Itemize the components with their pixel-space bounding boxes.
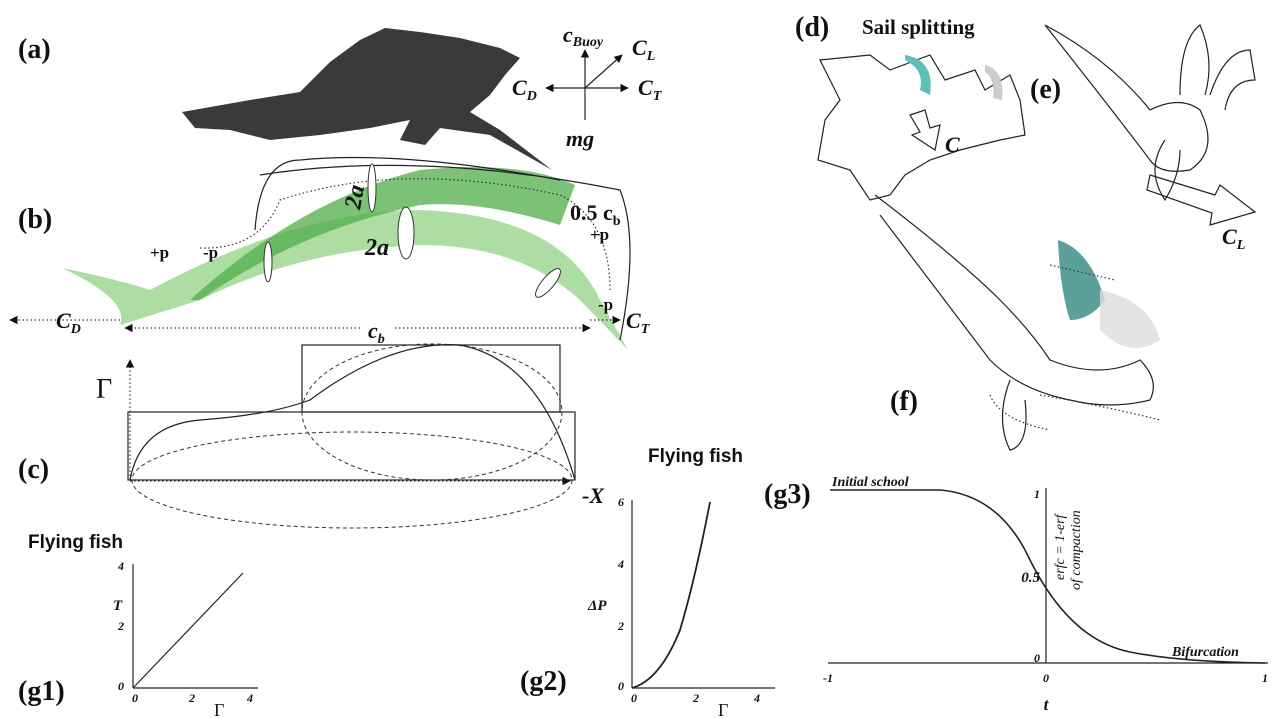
thrust-label: CT: [638, 75, 663, 104]
x-label: Γ: [718, 700, 728, 718]
sub: D: [70, 322, 81, 337]
section: [398, 207, 414, 259]
sailfish-silhouette: [182, 28, 552, 170]
fin-outline: [1003, 380, 1027, 450]
main: C: [56, 308, 71, 333]
y-label: T: [113, 598, 123, 614]
fin-outline: [1180, 25, 1255, 110]
sub: b: [613, 214, 621, 229]
splitting-arrow: [905, 55, 931, 95]
x-tick-label: 4: [753, 691, 760, 705]
sub: L: [646, 49, 656, 64]
buoyancy-label: cBuoy: [563, 22, 604, 50]
lift-arrow: [1147, 175, 1255, 225]
weight-label: mg: [566, 126, 594, 151]
x-tick-label: 0: [1043, 671, 1049, 685]
pressure-label: -p: [203, 243, 218, 262]
curve: [830, 490, 1265, 663]
width-label: 2a: [340, 183, 370, 212]
lift-label: CL: [1222, 224, 1245, 253]
main: C: [638, 75, 653, 100]
y-tick-label: 0: [118, 679, 124, 693]
main: C: [632, 35, 647, 60]
panel-label: (g1): [18, 676, 65, 707]
figure: (a) cBuoy CL CD CT mg (b) 2a 2a 0.5 cb +…: [0, 0, 1280, 718]
drag-label: CD: [56, 308, 81, 337]
sub: D: [526, 89, 537, 104]
section: [264, 242, 272, 282]
y-label: erfc = 1-erf: [1053, 512, 1068, 580]
panel-label: (b): [18, 204, 52, 235]
y-tick-label: 2: [617, 619, 624, 633]
pressure-label: -p: [598, 295, 613, 314]
sub: Buoy: [572, 35, 604, 50]
force-arrow: [910, 110, 940, 150]
force-label: C: [945, 132, 960, 157]
panel-label: (g3): [764, 479, 811, 510]
x-label: -X: [582, 483, 605, 508]
panel-label: (d): [795, 12, 829, 43]
width-label: 2a: [364, 235, 389, 261]
x-tick-label: 0: [132, 691, 138, 705]
main: C: [626, 308, 641, 333]
main: c: [563, 22, 573, 47]
x-label: t: [1044, 695, 1050, 714]
main: 0.5 c: [570, 200, 613, 225]
panel-label: (a): [18, 34, 51, 65]
curve: [133, 573, 243, 688]
chart-title: Flying fish: [648, 446, 743, 467]
y-tick-label: 2: [117, 619, 124, 633]
chord-label: cb: [368, 318, 385, 347]
thrust-label: CT: [626, 308, 651, 337]
force-diagram: [546, 50, 628, 120]
start-label: Initial school: [831, 475, 909, 490]
panel-label: (c): [18, 454, 49, 485]
y-tick-label: 4: [117, 559, 124, 573]
y-tick-label: 0: [1034, 651, 1040, 665]
y-tick-label: 0.5: [1021, 570, 1040, 586]
sail-ghost: [1100, 290, 1160, 348]
curve: [632, 502, 710, 688]
main: C: [512, 75, 527, 100]
y-tick-label: 0: [618, 679, 624, 693]
fish-outline: [1045, 25, 1208, 171]
pressure-label: +p: [150, 243, 169, 262]
sub: T: [653, 89, 663, 104]
end-label: Bifurcation: [1171, 645, 1239, 660]
panel-label: (e): [1030, 74, 1061, 105]
x-label: Γ: [214, 700, 224, 718]
y-tick-label: 6: [618, 495, 624, 509]
splitting-arrow: [985, 65, 1002, 100]
y-tick-label: 4: [617, 557, 624, 571]
y-label: Γ: [96, 374, 112, 405]
panel-label: (f): [890, 386, 918, 417]
pressure-label: +p: [590, 225, 609, 244]
y-label: ΔP: [587, 598, 607, 614]
chart-title: Flying fish: [28, 532, 123, 553]
page: (a) cBuoy CL CD CT mg (b) 2a 2a 0.5 cb +…: [0, 0, 1280, 718]
sail: [1058, 240, 1105, 320]
x-tick-label: 0: [631, 691, 637, 705]
y-label: of compaction: [1069, 510, 1084, 590]
sub: L: [1236, 238, 1246, 253]
lift-label: CL: [632, 35, 655, 64]
sub: T: [641, 322, 651, 337]
drag-label: CD: [512, 75, 537, 104]
x-tick-label: 4: [246, 691, 253, 705]
main: c: [368, 318, 378, 343]
x-tick-label: 2: [692, 691, 699, 705]
panel-label: (g2): [520, 666, 567, 697]
y-tick-label: 1: [1034, 487, 1040, 501]
x-tick-label: -1: [823, 671, 833, 685]
x-tick-label: 1: [1262, 671, 1268, 685]
main: C: [1222, 224, 1237, 249]
x-tick-label: 2: [188, 691, 195, 705]
panel-title: Sail splitting: [862, 15, 975, 39]
